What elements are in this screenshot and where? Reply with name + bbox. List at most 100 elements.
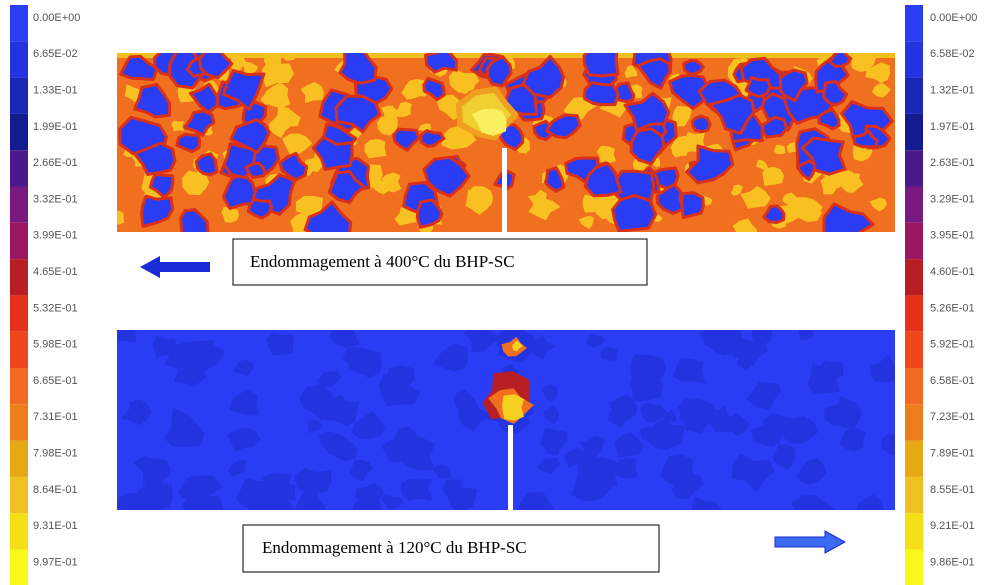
map-blob xyxy=(422,155,471,198)
legend-label: 8.55E-01 xyxy=(930,484,975,496)
map-blob xyxy=(512,340,524,352)
map-blob xyxy=(327,170,366,204)
map-blob xyxy=(381,105,394,115)
map-blob xyxy=(607,406,632,429)
map-blob xyxy=(790,494,836,510)
map-blob xyxy=(432,464,452,479)
map-blob xyxy=(485,55,513,88)
legend-swatch xyxy=(905,113,923,151)
map-blob xyxy=(570,470,613,502)
legend-label: 5.26E-01 xyxy=(930,302,975,314)
map-blob xyxy=(380,494,404,510)
legend-label: 3.99E-01 xyxy=(33,230,78,242)
map-blob xyxy=(869,354,895,383)
map-blob xyxy=(119,54,159,82)
map-blob xyxy=(351,411,386,440)
legend-label: 1.97E-01 xyxy=(930,121,975,133)
legend-swatch xyxy=(905,440,923,477)
legend-swatch xyxy=(905,295,923,332)
map-blob xyxy=(828,53,853,68)
legend-label: 2.66E-01 xyxy=(33,157,78,169)
map-blob xyxy=(316,371,342,388)
map-blob xyxy=(528,197,561,221)
map-blob xyxy=(660,454,695,486)
map-blob xyxy=(731,453,775,493)
legend-label: 3.29E-01 xyxy=(930,193,975,205)
map-blob xyxy=(338,53,378,85)
map-blob xyxy=(583,81,620,107)
legend-label: 5.98E-01 xyxy=(33,339,78,351)
map-blob xyxy=(624,65,638,79)
map-blob xyxy=(744,76,772,99)
legend-swatch xyxy=(10,41,28,78)
map-blob xyxy=(822,80,849,107)
map-blob xyxy=(692,496,722,510)
legend-label: 4.65E-01 xyxy=(33,266,78,278)
map-blob xyxy=(318,431,350,456)
map-blob xyxy=(820,172,845,195)
legend-swatch xyxy=(10,513,28,550)
map-blob xyxy=(170,340,214,376)
map-blob xyxy=(519,491,556,510)
map-blob xyxy=(465,189,493,215)
map-blob xyxy=(869,197,888,212)
map-blob xyxy=(629,127,666,166)
map-blob xyxy=(857,494,885,510)
map-blob xyxy=(312,135,354,171)
map-blob xyxy=(265,332,294,356)
map-blob xyxy=(705,406,740,433)
caption-box xyxy=(242,524,660,573)
map-blob xyxy=(171,120,185,132)
legend-swatch xyxy=(10,222,28,260)
legend-label: 2.63E-01 xyxy=(930,157,975,169)
legend-swatch xyxy=(10,404,28,441)
map-blob xyxy=(134,484,173,510)
map-blob xyxy=(274,499,295,510)
legend-swatch xyxy=(10,476,28,514)
map-blob xyxy=(462,330,502,353)
legend-swatch xyxy=(905,41,923,78)
map-blob xyxy=(532,119,553,142)
map-blob xyxy=(269,115,291,139)
map-blob xyxy=(670,136,696,155)
map-blob xyxy=(170,408,193,428)
map-blob xyxy=(762,204,786,224)
legend-swatch xyxy=(905,549,923,585)
caption-bottom: Endommagement à 120°C du BHP-SC xyxy=(262,538,527,557)
map-blob xyxy=(655,182,686,215)
map-blob xyxy=(660,409,677,422)
caption-box xyxy=(232,238,648,286)
legend-swatch xyxy=(10,5,28,42)
map-blob xyxy=(117,210,125,225)
legend-label: 6.65E-01 xyxy=(33,375,78,387)
map-blob xyxy=(424,53,458,74)
map-blob xyxy=(352,498,383,510)
map-blob xyxy=(737,355,755,371)
legend-swatch xyxy=(10,440,28,477)
map-blob xyxy=(392,127,421,152)
map-blob xyxy=(349,459,373,482)
map-blob xyxy=(153,335,177,358)
legend-swatch xyxy=(10,295,28,332)
crack xyxy=(508,425,513,510)
map-blob xyxy=(448,69,480,95)
map-blob xyxy=(227,427,261,452)
map-blob xyxy=(293,490,326,510)
map-blob xyxy=(453,389,475,412)
map-blob xyxy=(542,384,558,402)
map-blob xyxy=(796,458,827,485)
map-blob xyxy=(582,53,620,78)
legend-swatch xyxy=(905,476,923,514)
map-blob xyxy=(117,330,137,343)
map-blob xyxy=(527,335,556,360)
legend-label: 8.64E-01 xyxy=(33,484,78,496)
map-blob xyxy=(120,399,152,426)
map-blob xyxy=(597,145,617,164)
map-blob xyxy=(441,479,463,496)
map-blob xyxy=(182,170,210,196)
legend-label: 9.31E-01 xyxy=(33,520,78,532)
map-blob xyxy=(133,83,172,119)
map-blob xyxy=(565,447,589,468)
legend-swatch xyxy=(10,186,28,223)
